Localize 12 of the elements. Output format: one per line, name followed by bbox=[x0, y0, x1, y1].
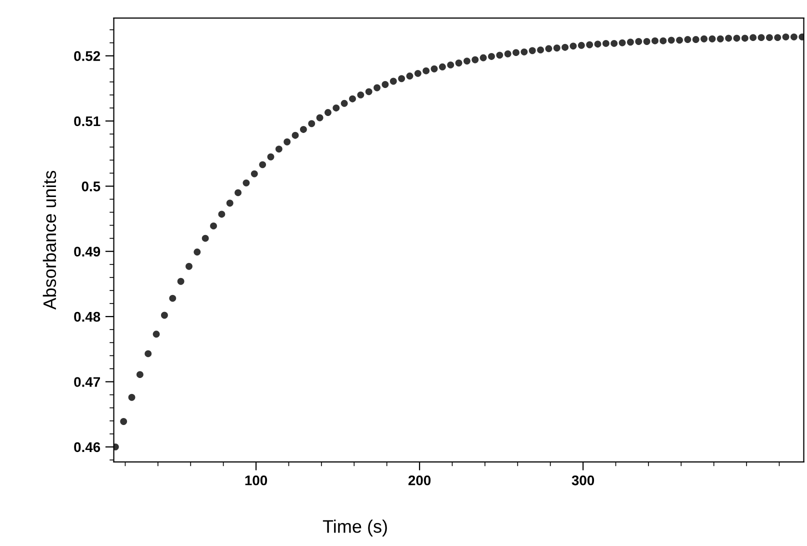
y-tick-label: 0.5 bbox=[82, 182, 100, 192]
y-tick-label: 0.52 bbox=[74, 51, 100, 61]
x-tick-label: 300 bbox=[572, 475, 594, 486]
y-tick-label: 0.49 bbox=[74, 246, 100, 257]
y-tick-label: 0.48 bbox=[74, 312, 100, 322]
y-tick-label: 0.47 bbox=[74, 377, 100, 387]
x-tick-label: 200 bbox=[408, 475, 431, 486]
y-tick-label: 0.51 bbox=[74, 116, 100, 126]
x-tick-label: 100 bbox=[245, 475, 268, 486]
x-axis-title: Time (s) bbox=[322, 520, 387, 536]
y-axis-title: Absorbance units bbox=[42, 170, 56, 310]
y-tick-label: 0.46 bbox=[74, 442, 100, 452]
